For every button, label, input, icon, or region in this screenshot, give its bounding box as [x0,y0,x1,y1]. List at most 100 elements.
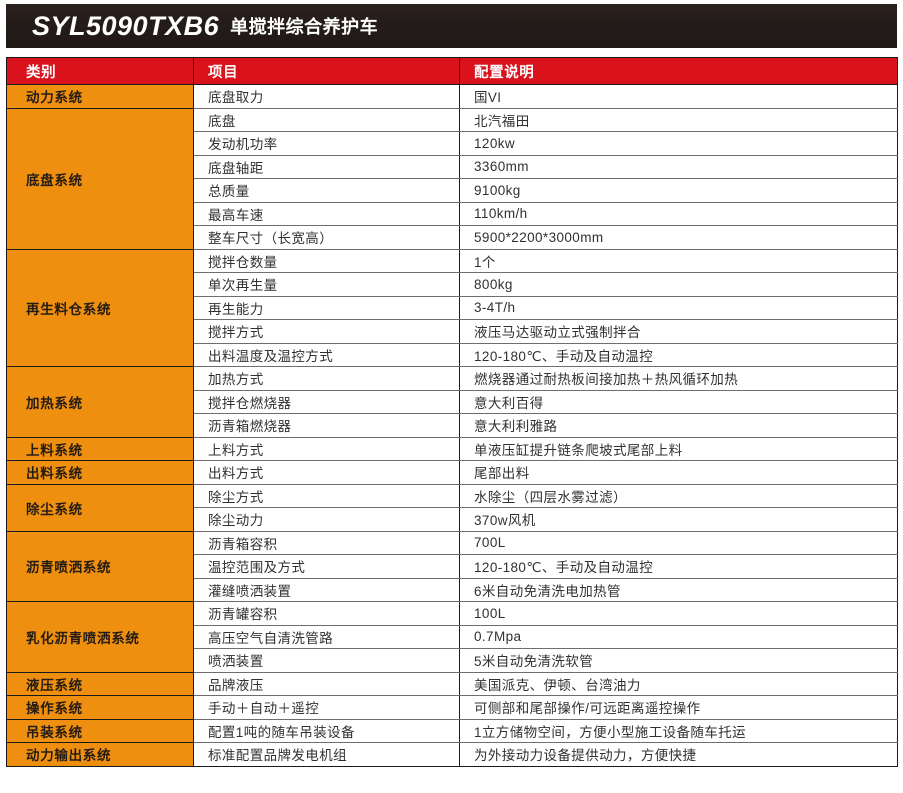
product-model: SYL5090TXB6 [32,10,220,41]
description-cell: 120-180℃、手动及自动温控 [459,554,898,579]
description-cell: 3360mm [459,154,898,179]
category-cell: 操作系统 [6,695,194,720]
item-cell: 沥青箱燃烧器 [193,413,460,438]
item-cell: 温控范围及方式 [193,554,460,579]
description-cell: 5900*2200*3000mm [459,225,898,250]
category-cell: 加热系统 [6,366,194,438]
table-row: 再生能力 3-4T/h [7,295,898,320]
table-row: 底盘系统 底盘 北汽福田 [6,107,898,250]
table-row: 操作系统 手动＋自动＋遥控 可侧部和尾部操作/可远距离遥控操作 [6,695,898,720]
specification-table: 类别 项目 配置说明 动力系统 底盘取力 国VI 底盘系统 底盘 北汽福田 发动机功率 120… [6,57,898,767]
description-cell: 120-180℃、手动及自动温控 [459,342,898,367]
item-cell: 除尘动力 [193,507,460,532]
column-header-description: 配置说明 [459,57,898,85]
table-row: 动力输出系统 标准配置品牌发电机组 为外接动力设备提供动力，方便快捷 [6,742,898,767]
description-cell: 5米自动免清洗软管 [459,648,898,673]
description-cell: 1立方储物空间，方便小型施工设备随车托运 [459,718,898,743]
item-cell: 单次再生量 [193,272,460,297]
description-cell: 6米自动免清洗电加热管 [459,577,898,602]
description-cell: 800kg [459,272,898,297]
category-cell: 吊装系统 [6,718,194,743]
category-cell: 除尘系统 [6,483,194,532]
item-cell: 底盘取力 [193,84,460,109]
item-cell: 灌缝喷洒装置 [193,577,460,602]
category-cell: 再生料仓系统 [6,248,194,367]
category-cell: 动力输出系统 [6,742,194,767]
description-cell: 0.7Mpa [459,624,898,649]
description-cell: 3-4T/h [459,295,898,320]
table-row: 沥青箱燃烧器 意大利利雅路 [7,413,898,438]
item-cell: 发动机功率 [193,131,460,156]
table-row: 整车尺寸（长宽高） 5900*2200*3000mm [7,225,898,250]
table-row: 除尘系统 除尘方式 水除尘（四层水雾过滤） [6,483,898,532]
category-cell: 乳化沥青喷洒系统 [6,601,194,673]
category-cell: 上料系统 [6,436,194,461]
item-cell: 沥青罐容积 [193,601,460,626]
item-cell: 沥青箱容积 [193,530,460,555]
description-cell: 意大利利雅路 [459,413,898,438]
description-cell: 燃烧器通过耐热板间接加热＋热风循环加热 [459,366,898,391]
item-cell: 高压空气自清洗管路 [193,624,460,649]
description-cell: 1个 [459,248,898,273]
category-cell: 沥青喷洒系统 [6,530,194,602]
item-cell: 出料方式 [193,460,460,485]
description-cell: 北汽福田 [459,107,898,132]
table-row: 搅拌方式 液压马达驱动立式强制拌合 [7,319,898,344]
description-cell: 水除尘（四层水雾过滤） [459,483,898,508]
item-cell: 总质量 [193,178,460,203]
table-row: 出料温度及温控方式 120-180℃、手动及自动温控 [7,342,898,367]
item-cell: 标准配置品牌发电机组 [193,742,460,767]
description-cell: 700L [459,530,898,555]
table-row: 单次再生量 800kg [7,272,898,297]
item-cell: 再生能力 [193,295,460,320]
column-header-category: 类别 [6,57,194,85]
description-cell: 110km/h [459,201,898,226]
table-row: 动力系统 底盘取力 国VI [6,84,898,109]
item-cell: 搅拌方式 [193,319,460,344]
item-cell: 最高车速 [193,201,460,226]
table-row: 再生料仓系统 搅拌仓数量 1个 [6,248,898,367]
table-row: 沥青喷洒系统 沥青箱容积 700L [6,530,898,602]
item-cell: 搅拌仓数量 [193,248,460,273]
table-body: 动力系统 底盘取力 国VI 底盘系统 底盘 北汽福田 发动机功率 120kw 底盘轴距 3360m… [6,84,898,767]
table-row: 除尘动力 370w风机 [7,507,898,532]
description-cell: 100L [459,601,898,626]
item-cell: 整车尺寸（长宽高） [193,225,460,250]
table-head: 类别 项目 配置说明 [6,57,898,85]
category-cell: 液压系统 [6,671,194,696]
item-cell: 搅拌仓燃烧器 [193,389,460,414]
title-banner: SYL5090TXB6 单搅拌综合养护车 [6,4,897,48]
description-cell: 为外接动力设备提供动力，方便快捷 [459,742,898,767]
table-row: 加热系统 加热方式 燃烧器通过耐热板间接加热＋热风循环加热 [6,366,898,438]
table-row: 灌缝喷洒装置 6米自动免清洗电加热管 [7,577,898,602]
table-row: 出料系统 出料方式 尾部出料 [6,460,898,485]
table-row: 搅拌仓燃烧器 意大利百得 [7,389,898,414]
table-row: 吊装系统 配置1吨的随车吊装设备 1立方储物空间，方便小型施工设备随车托运 [6,718,898,743]
table-row: 底盘轴距 3360mm [7,154,898,179]
description-cell: 美国派克、伊顿、台湾油力 [459,671,898,696]
table-row: 高压空气自清洗管路 0.7Mpa [7,624,898,649]
table-row: 最高车速 110km/h [7,201,898,226]
column-header-item: 项目 [193,57,460,85]
item-cell: 除尘方式 [193,483,460,508]
item-cell: 加热方式 [193,366,460,391]
item-cell: 手动＋自动＋遥控 [193,695,460,720]
item-cell: 底盘 [193,107,460,132]
description-cell: 国VI [459,84,898,109]
item-cell: 品牌液压 [193,671,460,696]
description-cell: 尾部出料 [459,460,898,485]
table-row: 上料系统 上料方式 单液压缸提升链条爬坡式尾部上料 [6,436,898,461]
table-header-row: 类别 项目 配置说明 [6,57,898,85]
item-cell: 上料方式 [193,436,460,461]
description-cell: 可侧部和尾部操作/可远距离遥控操作 [459,695,898,720]
item-cell: 配置1吨的随车吊装设备 [193,718,460,743]
category-cell: 出料系统 [6,460,194,485]
description-cell: 370w风机 [459,507,898,532]
table-row: 乳化沥青喷洒系统 沥青罐容积 100L [6,601,898,673]
description-cell: 9100kg [459,178,898,203]
category-cell: 动力系统 [6,84,194,109]
description-cell: 120kw [459,131,898,156]
table-row: 液压系统 品牌液压 美国派克、伊顿、台湾油力 [6,671,898,696]
item-cell: 出料温度及温控方式 [193,342,460,367]
